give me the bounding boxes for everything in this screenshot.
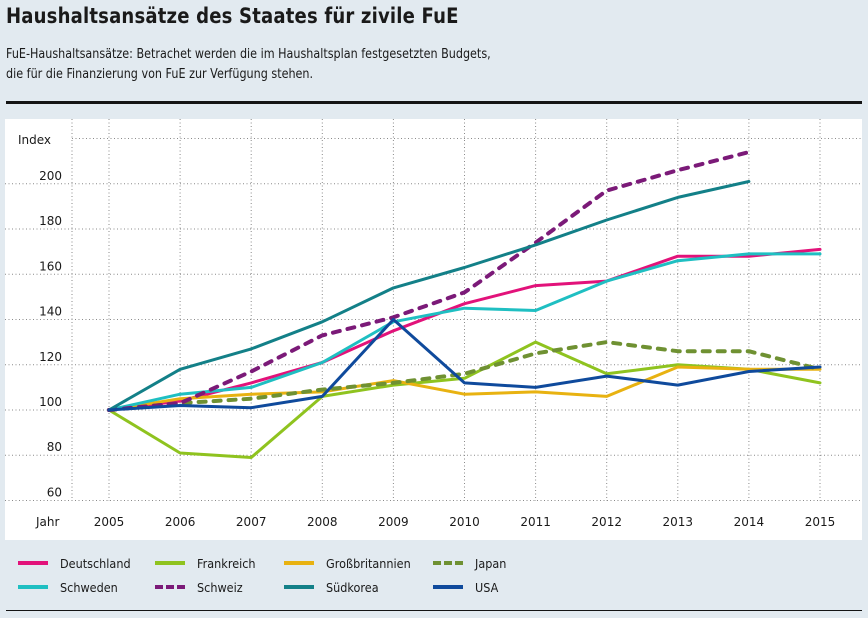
legend-label: Deutschland <box>60 555 131 571</box>
x-tick-label: 2011 <box>520 515 551 529</box>
x-tick-label: 2007 <box>236 515 267 529</box>
x-tick-label: 2006 <box>165 515 196 529</box>
y-tick-label: 200 <box>39 169 62 183</box>
legend-item-grossbritannien[interactable]: Großbritannien <box>284 553 420 573</box>
x-tick-label: 2012 <box>591 515 622 529</box>
series-line-japan <box>107 340 822 412</box>
legend-item-usa[interactable]: USA <box>433 577 501 597</box>
legend-item-deutschland[interactable]: Deutschland <box>18 553 138 573</box>
x-axis-ticks: 2005 2006 2007 2008 2009 2010 2011 2012 2013 2014… <box>94 515 836 529</box>
y-axis-label: Index <box>18 133 51 147</box>
series-line-schweiz <box>107 150 751 412</box>
legend-label: Japan <box>475 555 507 571</box>
legend-swatch-deutschland <box>18 561 48 565</box>
x-tick-label: 2014 <box>734 515 765 529</box>
legend-label: Schweden <box>60 579 118 595</box>
y-tick-label: 160 <box>39 259 62 273</box>
y-tick-label: 100 <box>39 395 62 409</box>
y-tick-label: 80 <box>47 440 62 454</box>
y-tick-label: 120 <box>39 350 62 364</box>
legend-label: Großbritannien <box>326 555 411 571</box>
x-tick-label: 2010 <box>449 515 480 529</box>
legend-label: Schweiz <box>197 579 243 595</box>
x-tick-label: 2013 <box>663 515 694 529</box>
legend-swatch-usa <box>433 585 463 589</box>
y-axis-ticks: 60 80 100 120 140 160 180 200 <box>39 169 62 500</box>
series-line-grossbritannien <box>107 365 822 412</box>
legend-swatch-frankreich <box>155 561 185 565</box>
legend: Deutschland Frankreich Großbritannien Ja… <box>0 551 868 601</box>
legend-label: Frankreich <box>197 555 256 571</box>
x-tick-label: 2008 <box>307 515 338 529</box>
gridlines <box>5 119 862 501</box>
x-tick-label: 2005 <box>94 515 125 529</box>
legend-label: Südkorea <box>326 579 379 595</box>
series-line-usa <box>107 318 822 412</box>
top-divider <box>6 101 862 104</box>
legend-item-frankreich[interactable]: Frankreich <box>155 553 262 573</box>
legend-swatch-suedkorea <box>284 585 314 589</box>
bottom-divider <box>6 610 862 611</box>
legend-item-japan[interactable]: Japan <box>433 553 510 573</box>
legend-swatch-schweiz <box>155 585 185 589</box>
legend-item-schweden[interactable]: Schweden <box>18 577 124 597</box>
x-tick-label: 2009 <box>378 515 409 529</box>
x-axis-label: Jahr <box>35 515 59 529</box>
subtitle-line-1: FuE-Haushaltsansätze: Betrachet werden d… <box>6 47 491 62</box>
legend-swatch-schweden <box>18 585 48 589</box>
subtitle-line-2: die für die Finanzierung von FuE zur Ver… <box>6 67 314 82</box>
legend-item-suedkorea[interactable]: Südkorea <box>284 577 384 597</box>
legend-swatch-japan <box>433 561 463 565</box>
y-tick-label: 140 <box>39 305 62 319</box>
y-tick-label: 60 <box>47 485 62 499</box>
chart-subtitle: FuE-Haushaltsansätze: Betrachet werden d… <box>6 45 491 85</box>
x-tick-label: 2015 <box>805 515 836 529</box>
y-tick-label: 180 <box>39 214 62 228</box>
legend-swatch-grossbritannien <box>284 561 314 565</box>
legend-label: USA <box>475 579 499 595</box>
series-line-suedkorea <box>107 180 751 412</box>
series-line-schweden <box>107 252 822 412</box>
chart-title: Haushaltsansätze des Staates für zivile … <box>6 4 459 28</box>
series-lines <box>107 150 822 459</box>
legend-item-schweiz[interactable]: Schweiz <box>155 577 248 597</box>
